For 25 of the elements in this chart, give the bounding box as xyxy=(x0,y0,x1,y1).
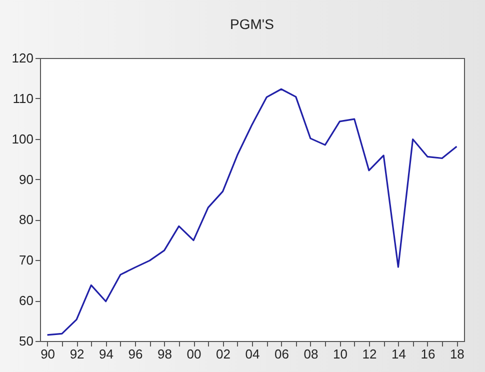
x-tick-label: 04 xyxy=(245,346,260,362)
y-tick-label: 80 xyxy=(19,212,34,228)
y-tick-label: 70 xyxy=(19,252,34,268)
x-tick-label: 14 xyxy=(391,346,406,362)
y-tick-label: 90 xyxy=(19,172,34,187)
x-tick-label: 90 xyxy=(40,346,56,362)
x-tick-label: 12 xyxy=(362,346,377,362)
x-tick-label: 10 xyxy=(332,346,348,362)
y-tick-label: 120 xyxy=(12,50,34,66)
y-tick-label: 60 xyxy=(19,293,34,308)
y-tick-label: 110 xyxy=(12,90,34,106)
x-tick-label: 92 xyxy=(70,346,84,362)
x-tick-label: 18 xyxy=(450,346,464,362)
y-tick-label: 50 xyxy=(19,334,34,348)
x-tick-label: 98 xyxy=(158,346,172,362)
x-tick-label: 00 xyxy=(186,346,202,362)
x-tick-label: 96 xyxy=(128,346,143,362)
line-series xyxy=(46,88,458,336)
x-tick-label: 06 xyxy=(274,346,289,362)
y-tick-label: 100 xyxy=(12,131,34,146)
chart-title: PGM'S xyxy=(230,16,274,32)
x-tick-label: 08 xyxy=(304,346,318,362)
x-tick-label: 02 xyxy=(216,346,230,362)
x-tick-label: 94 xyxy=(99,346,114,362)
x-tick-label: 16 xyxy=(420,346,436,362)
